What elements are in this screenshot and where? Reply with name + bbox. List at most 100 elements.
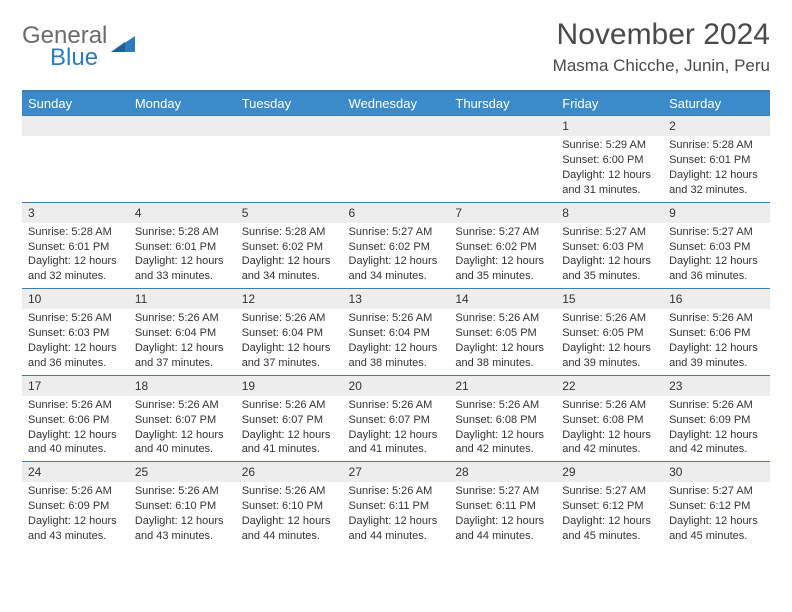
day-number: 8 [556,202,663,223]
sunrise-text: Sunrise: 5:26 AM [28,311,123,326]
daylight-text: Daylight: 12 hours and 43 minutes. [28,514,123,544]
day-detail-cell: Sunrise: 5:26 AMSunset: 6:04 PMDaylight:… [343,309,450,375]
sunset-text: Sunset: 6:08 PM [562,413,657,428]
day-detail-cell: Sunrise: 5:27 AMSunset: 6:02 PMDaylight:… [449,223,556,289]
day-header: Friday [556,91,663,116]
day-detail-cell: Sunrise: 5:26 AMSunset: 6:10 PMDaylight:… [129,482,236,547]
day-number: 10 [22,289,129,310]
sunrise-text: Sunrise: 5:26 AM [562,398,657,413]
day-header: Thursday [449,91,556,116]
calendar-page: General Blue November 2024 Masma Chicche… [0,0,792,612]
month-title: November 2024 [553,18,770,52]
sunset-text: Sunset: 6:03 PM [669,240,764,255]
sunrise-text: Sunrise: 5:26 AM [28,484,123,499]
day-number: 1 [556,116,663,137]
day-number: 29 [556,462,663,483]
sunset-text: Sunset: 6:10 PM [242,499,337,514]
day-number: 17 [22,375,129,396]
day-detail-row: Sunrise: 5:26 AMSunset: 6:06 PMDaylight:… [22,396,770,462]
sunset-text: Sunset: 6:01 PM [28,240,123,255]
sunrise-text: Sunrise: 5:26 AM [242,311,337,326]
sunset-text: Sunset: 6:02 PM [349,240,444,255]
day-number: 19 [236,375,343,396]
sunset-text: Sunset: 6:07 PM [349,413,444,428]
day-number: 12 [236,289,343,310]
day-detail-cell: Sunrise: 5:26 AMSunset: 6:07 PMDaylight:… [343,396,450,462]
daylight-text: Daylight: 12 hours and 36 minutes. [28,341,123,371]
day-number: 30 [663,462,770,483]
day-detail-cell: Sunrise: 5:26 AMSunset: 6:05 PMDaylight:… [556,309,663,375]
day-header: Tuesday [236,91,343,116]
sunrise-text: Sunrise: 5:26 AM [135,484,230,499]
day-detail-cell [343,136,450,202]
day-number: 6 [343,202,450,223]
day-number: 3 [22,202,129,223]
sunrise-text: Sunrise: 5:27 AM [455,484,550,499]
day-number: 7 [449,202,556,223]
sunset-text: Sunset: 6:09 PM [669,413,764,428]
daylight-text: Daylight: 12 hours and 40 minutes. [28,428,123,458]
day-detail-row: Sunrise: 5:26 AMSunset: 6:09 PMDaylight:… [22,482,770,547]
day-detail-cell: Sunrise: 5:28 AMSunset: 6:01 PMDaylight:… [663,136,770,202]
sunrise-text: Sunrise: 5:27 AM [455,225,550,240]
sunset-text: Sunset: 6:09 PM [28,499,123,514]
logo-text-block: General Blue [22,24,107,70]
daylight-text: Daylight: 12 hours and 44 minutes. [242,514,337,544]
day-number: 14 [449,289,556,310]
day-number: 16 [663,289,770,310]
sunrise-text: Sunrise: 5:26 AM [28,398,123,413]
day-number-row: 3456789 [22,202,770,223]
day-number: 15 [556,289,663,310]
daylight-text: Daylight: 12 hours and 39 minutes. [669,341,764,371]
day-number: 11 [129,289,236,310]
day-detail-row: Sunrise: 5:29 AMSunset: 6:00 PMDaylight:… [22,136,770,202]
day-detail-cell: Sunrise: 5:26 AMSunset: 6:06 PMDaylight:… [663,309,770,375]
daylight-text: Daylight: 12 hours and 45 minutes. [562,514,657,544]
day-number-row: 10111213141516 [22,289,770,310]
day-detail-cell: Sunrise: 5:26 AMSunset: 6:08 PMDaylight:… [556,396,663,462]
daylight-text: Daylight: 12 hours and 39 minutes. [562,341,657,371]
day-detail-cell: Sunrise: 5:28 AMSunset: 6:01 PMDaylight:… [129,223,236,289]
day-detail-cell: Sunrise: 5:26 AMSunset: 6:09 PMDaylight:… [22,482,129,547]
day-detail-cell: Sunrise: 5:27 AMSunset: 6:03 PMDaylight:… [663,223,770,289]
day-detail-row: Sunrise: 5:28 AMSunset: 6:01 PMDaylight:… [22,223,770,289]
daylight-text: Daylight: 12 hours and 35 minutes. [455,254,550,284]
sunset-text: Sunset: 6:10 PM [135,499,230,514]
day-header: Saturday [663,91,770,116]
sunrise-text: Sunrise: 5:27 AM [669,484,764,499]
daylight-text: Daylight: 12 hours and 44 minutes. [349,514,444,544]
sunrise-text: Sunrise: 5:28 AM [242,225,337,240]
day-detail-cell: Sunrise: 5:26 AMSunset: 6:08 PMDaylight:… [449,396,556,462]
title-block: November 2024 Masma Chicche, Junin, Peru [553,18,770,76]
day-number: 9 [663,202,770,223]
sunrise-text: Sunrise: 5:27 AM [349,225,444,240]
sunset-text: Sunset: 6:08 PM [455,413,550,428]
day-header: Wednesday [343,91,450,116]
sunset-text: Sunset: 6:02 PM [242,240,337,255]
day-number-row: 12 [22,116,770,137]
day-number: 28 [449,462,556,483]
sunrise-text: Sunrise: 5:26 AM [455,311,550,326]
sunrise-text: Sunrise: 5:26 AM [349,311,444,326]
day-number: 5 [236,202,343,223]
daylight-text: Daylight: 12 hours and 36 minutes. [669,254,764,284]
sunset-text: Sunset: 6:03 PM [28,326,123,341]
day-detail-cell: Sunrise: 5:26 AMSunset: 6:07 PMDaylight:… [129,396,236,462]
sunset-text: Sunset: 6:06 PM [669,326,764,341]
day-detail-cell: Sunrise: 5:26 AMSunset: 6:07 PMDaylight:… [236,396,343,462]
day-detail-cell: Sunrise: 5:26 AMSunset: 6:06 PMDaylight:… [22,396,129,462]
day-detail-cell [236,136,343,202]
brand-logo: General Blue [22,18,137,70]
day-detail-cell: Sunrise: 5:26 AMSunset: 6:09 PMDaylight:… [663,396,770,462]
day-detail-cell [449,136,556,202]
day-detail-cell: Sunrise: 5:26 AMSunset: 6:04 PMDaylight:… [129,309,236,375]
daylight-text: Daylight: 12 hours and 38 minutes. [455,341,550,371]
day-detail-cell [22,136,129,202]
sunset-text: Sunset: 6:06 PM [28,413,123,428]
day-detail-cell: Sunrise: 5:28 AMSunset: 6:01 PMDaylight:… [22,223,129,289]
daylight-text: Daylight: 12 hours and 38 minutes. [349,341,444,371]
daylight-text: Daylight: 12 hours and 32 minutes. [28,254,123,284]
sunrise-text: Sunrise: 5:26 AM [669,398,764,413]
logo-triangle-icon [111,34,137,54]
sunset-text: Sunset: 6:11 PM [349,499,444,514]
